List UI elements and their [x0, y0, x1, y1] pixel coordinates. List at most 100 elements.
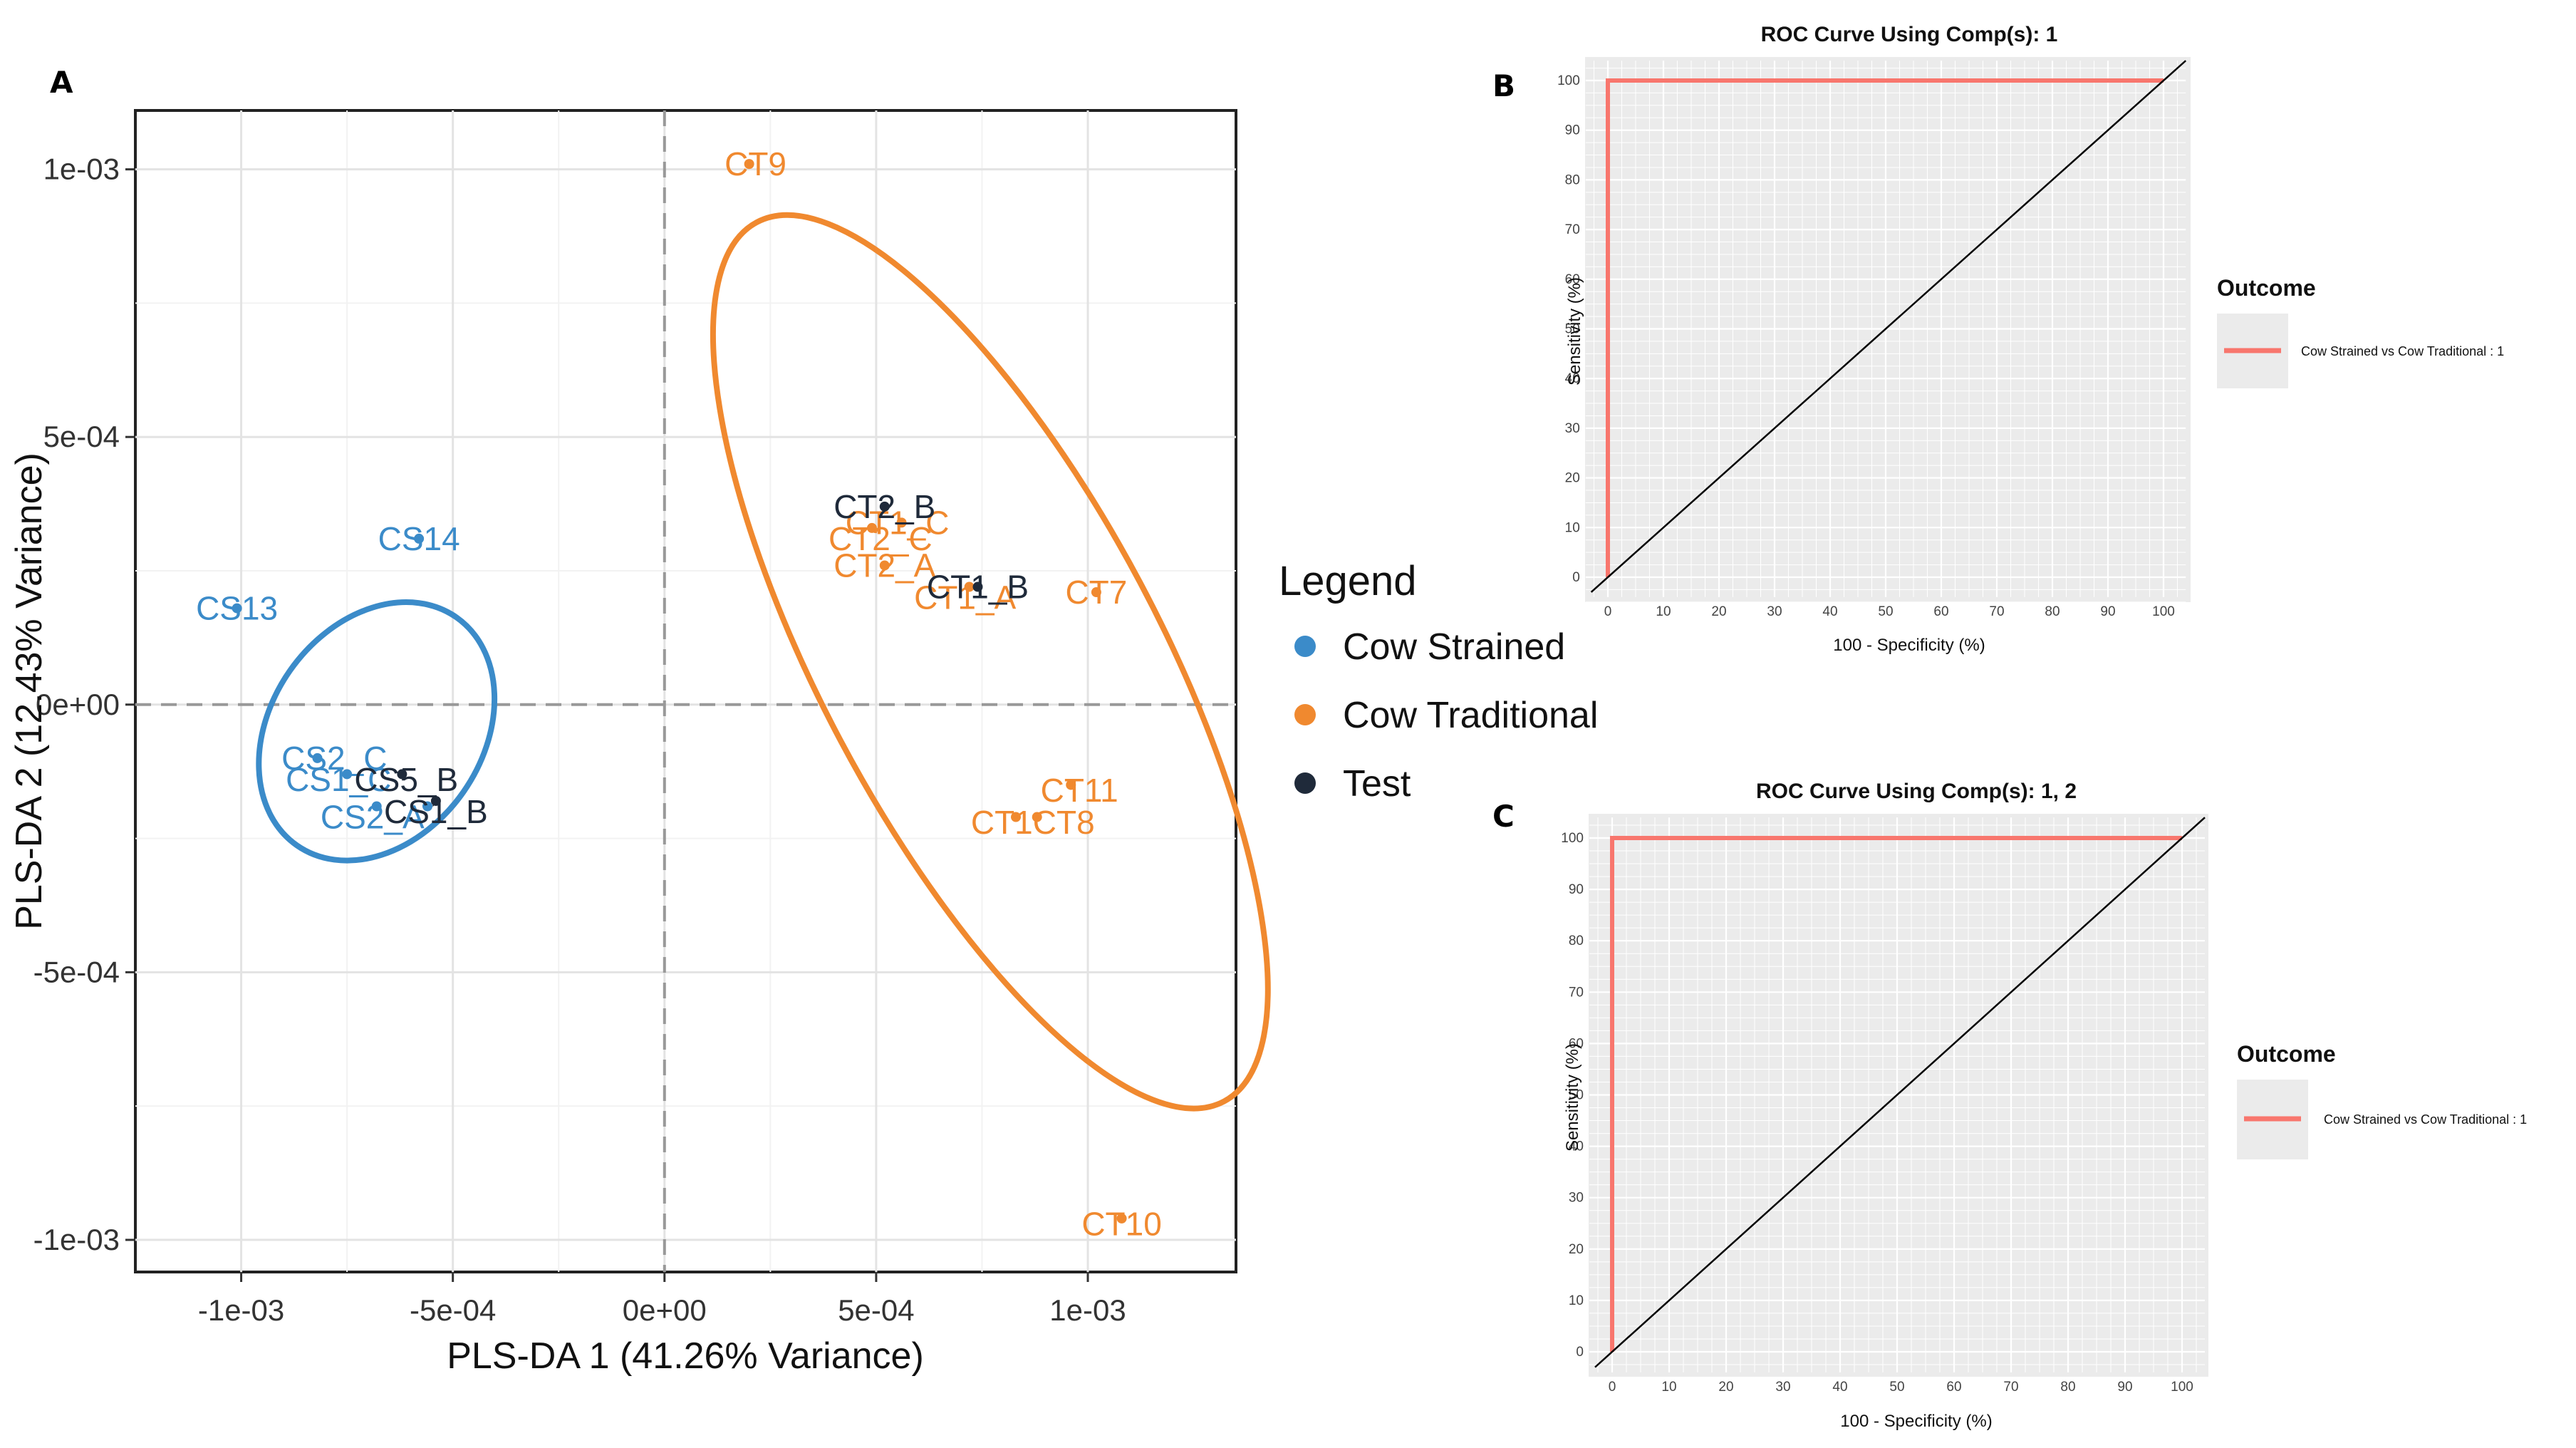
- point-label-ct1-b: CT1_B: [927, 569, 1029, 606]
- roc-x-tick-label: 0: [1609, 1380, 1616, 1395]
- point-cs1-a: [422, 801, 433, 812]
- point-ct2-c: [866, 522, 877, 533]
- roc-y-tick-label: 50: [1569, 1088, 1584, 1103]
- point-label-ct7: CT7: [1065, 574, 1127, 611]
- roc-curve: [1610, 836, 2182, 1352]
- ellipse-cow-strained: [256, 599, 498, 864]
- roc-b-y-axis-title: Sensitivity (%): [1565, 277, 1584, 386]
- roc-b-x-axis-title: 100 - Specificity (%): [1833, 636, 1985, 655]
- point-ct2-a: [879, 560, 890, 571]
- roc-curve-comp-1-2: ROC Curve Using Comp(s): 1, 2 0 0 10 10 20 20…: [1561, 780, 2527, 1431]
- roc-x-tick-label: 40: [1832, 1380, 1847, 1395]
- roc-x-tick-label: 40: [1822, 604, 1837, 619]
- point-cs14: [414, 533, 425, 544]
- roc-c-legend: Outcome Cow Strained vs Cow Traditional …: [2237, 1041, 2527, 1159]
- roc-c-legend-title: Outcome: [2237, 1041, 2336, 1067]
- point-cs1-c: [342, 769, 353, 780]
- legend-label-cow-strained: Cow Strained: [1343, 626, 1565, 668]
- legend: Legend Cow Strained Cow Traditional Test: [1279, 558, 1598, 805]
- point-cs1-b: [430, 795, 441, 806]
- roc-x-tick-label: 100: [2152, 604, 2175, 619]
- roc-c-ticks: 0 0 10 10 20 20 30 30 40 40 50 50 60 60 70 70 80 80 90 90 10…: [1561, 831, 2193, 1395]
- legend-swatch-cow-traditional: [1294, 704, 1316, 725]
- point-label-cs13: CS13: [196, 590, 278, 627]
- point-cs2-a: [371, 801, 382, 812]
- roc-y-tick-label: 90: [1569, 882, 1584, 897]
- roc-b-legend-title: Outcome: [2217, 275, 2316, 301]
- roc-x-tick-label: 50: [1878, 604, 1893, 619]
- roc-x-tick-label: 30: [1767, 604, 1782, 619]
- point-label-ct1-c: CT1_C: [846, 504, 950, 541]
- point-label-ct9: CT9: [724, 145, 786, 182]
- roc-y-tick-label: 70: [1569, 985, 1584, 1000]
- point-ct1-b: [972, 581, 983, 592]
- roc-curve-comp-1: ROC Curve Using Comp(s): 1 0 0 10 10 20 20 30 3…: [1557, 23, 2504, 655]
- roc-y-tick-label: 60: [1565, 272, 1580, 287]
- x-tick-label: 0e+00: [623, 1293, 707, 1327]
- roc-y-tick-label: 20: [1569, 1242, 1584, 1257]
- roc-x-tick-label: 20: [1711, 604, 1726, 619]
- roc-reference-line: [1594, 817, 2206, 1368]
- point-ct7: [1091, 587, 1101, 598]
- x-tick-label: -5e-04: [410, 1293, 496, 1327]
- roc-x-tick-label: 70: [1989, 604, 2004, 619]
- point-ct12: [1011, 812, 1021, 822]
- panel-label-c: C: [1492, 799, 1515, 834]
- point-ct9: [744, 159, 754, 170]
- roc-y-tick-label: 30: [1565, 421, 1580, 436]
- roc-y-tick-label: 80: [1569, 934, 1584, 948]
- plot-a-reference-lines: [135, 110, 1236, 1272]
- roc-b-legend: Outcome Cow Strained vs Cow Traditional …: [2217, 275, 2504, 388]
- point-ct1-c: [896, 517, 907, 528]
- plot-a-ellipses: [256, 212, 1271, 1112]
- y-tick-label: -1e-03: [33, 1223, 120, 1256]
- roc-y-tick-label: 0: [1576, 1345, 1584, 1360]
- y-tick-label: 1e-03: [43, 152, 120, 186]
- roc-y-tick-label: 60: [1569, 1036, 1584, 1051]
- x-tick-label: 5e-04: [838, 1293, 914, 1327]
- point-label-cs14: CS14: [378, 520, 460, 557]
- y-tick-label: -5e-04: [33, 955, 120, 988]
- roc-y-tick-label: 70: [1565, 222, 1580, 237]
- point-label-ct1ct8: CT1CT8: [971, 804, 1095, 841]
- roc-y-tick-label: 40: [1565, 371, 1580, 386]
- legend-swatch-cow-strained: [1294, 636, 1316, 657]
- point-label-ct10: CT10: [1081, 1205, 1161, 1242]
- point-ct8: [1032, 812, 1042, 822]
- roc-x-tick-label: 60: [1946, 1380, 1961, 1395]
- roc-x-tick-label: 0: [1604, 604, 1612, 619]
- ellipse-cow-traditional: [710, 212, 1271, 1112]
- y-axis-title: PLS-DA 2 (12.43% Variance): [9, 452, 50, 930]
- roc-b-curves: [1590, 60, 2187, 593]
- roc-y-tick-label: 30: [1569, 1191, 1584, 1206]
- roc-y-tick-label: 50: [1565, 322, 1580, 337]
- plot-a-ticks: -1e-03 -5e-04 0e+00 5e-04 1e-03 -1e-03 -5e-04 0…: [33, 152, 1126, 1327]
- roc-b-ticks: 0 0 10 10 20 20 30 30 40 40 50 50 60 60 70 70 80 80 90 90 10…: [1557, 73, 2175, 619]
- point-label-cs2-a: CS2_A: [321, 799, 425, 836]
- point-ct11: [1066, 780, 1076, 790]
- roc-c-legend-label: Cow Strained vs Cow Traditional : 1: [2324, 1112, 2527, 1127]
- roc-y-tick-label: 10: [1569, 1293, 1584, 1308]
- roc-c-x-axis-title: 100 - Specificity (%): [1840, 1412, 1992, 1431]
- point-cs2-c: [312, 753, 323, 763]
- x-tick-label: 1e-03: [1049, 1293, 1126, 1327]
- panel-label-b: B: [1492, 68, 1515, 103]
- x-tick-label: -1e-03: [198, 1293, 284, 1327]
- roc-x-tick-label: 90: [2117, 1380, 2132, 1395]
- point-label-ct1-a: CT1_A: [914, 579, 1016, 616]
- roc-x-tick-label: 30: [1775, 1380, 1790, 1395]
- roc-c-curves: [1594, 817, 2206, 1368]
- roc-x-tick-label: 60: [1933, 604, 1948, 619]
- roc-reference-line: [1590, 60, 2187, 593]
- roc-x-tick-label: 10: [1661, 1380, 1676, 1395]
- legend-label-cow-traditional: Cow Traditional: [1343, 695, 1598, 736]
- roc-c-y-axis-title: Sensitivity (%): [1563, 1043, 1582, 1152]
- roc-curve: [1606, 78, 2164, 577]
- legend-title: Legend: [1279, 558, 1417, 604]
- roc-x-tick-label: 80: [2045, 604, 2060, 619]
- roc-x-tick-label: 90: [2100, 604, 2115, 619]
- roc-c-title: ROC Curve Using Comp(s): 1, 2: [1756, 780, 2077, 803]
